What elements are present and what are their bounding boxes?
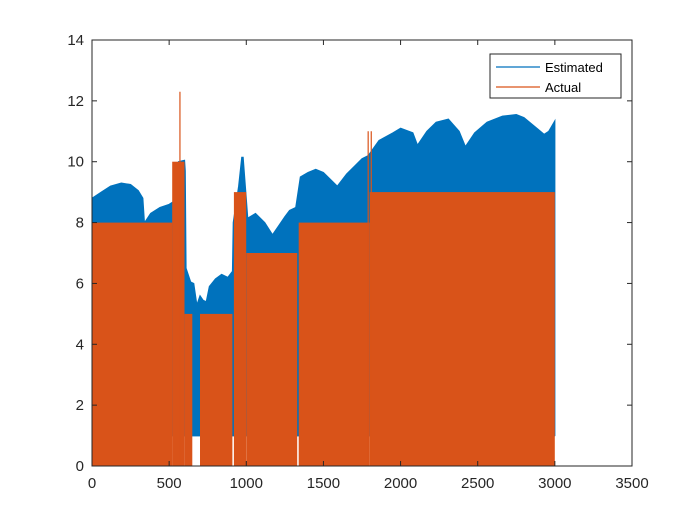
x-tick-label: 1000	[230, 475, 263, 492]
series-actual-block-2	[144, 222, 173, 466]
series-actual-block-5	[200, 313, 233, 466]
series-actual-block-7	[246, 253, 298, 466]
series-actual-block-3	[172, 161, 185, 466]
plot-area	[92, 91, 556, 466]
y-tick-label: 10	[67, 154, 84, 171]
x-tick-label: 3500	[615, 475, 648, 492]
series-actual-block-4	[184, 313, 193, 466]
y-tick-label: 8	[76, 215, 84, 232]
axes-box	[91, 39, 633, 467]
y-tick-label: 2	[76, 397, 84, 414]
x-tick-label: 3000	[538, 475, 571, 492]
x-tick-label: 2000	[384, 475, 417, 492]
y-tick-label: 14	[67, 32, 84, 49]
y-tick-label: 6	[76, 275, 84, 292]
y-tick-label: 4	[76, 336, 84, 353]
y-tick-label: 0	[76, 458, 84, 475]
series-actual	[92, 91, 555, 466]
legend: Estimated Actual	[489, 53, 622, 99]
x-tick-label: 1500	[307, 475, 340, 492]
series-actual-block-1	[92, 222, 145, 466]
series-actual-block-8	[298, 222, 370, 466]
legend-box	[489, 53, 622, 99]
legend-label-actual: Actual	[545, 80, 581, 95]
x-tick-label: 2500	[461, 475, 494, 492]
x-tick-label: 500	[157, 475, 182, 492]
axes: 0 500 1000 1500 2000 2500 3000 3500 0 2 4 6 8 10 12 14	[67, 32, 648, 492]
legend-label-estimated: Estimated	[545, 60, 603, 75]
series-actual-block-9	[369, 192, 555, 466]
x-tick-label: 0	[88, 475, 96, 492]
series-actual-block-6	[233, 192, 247, 466]
y-tick-label: 12	[67, 93, 84, 110]
